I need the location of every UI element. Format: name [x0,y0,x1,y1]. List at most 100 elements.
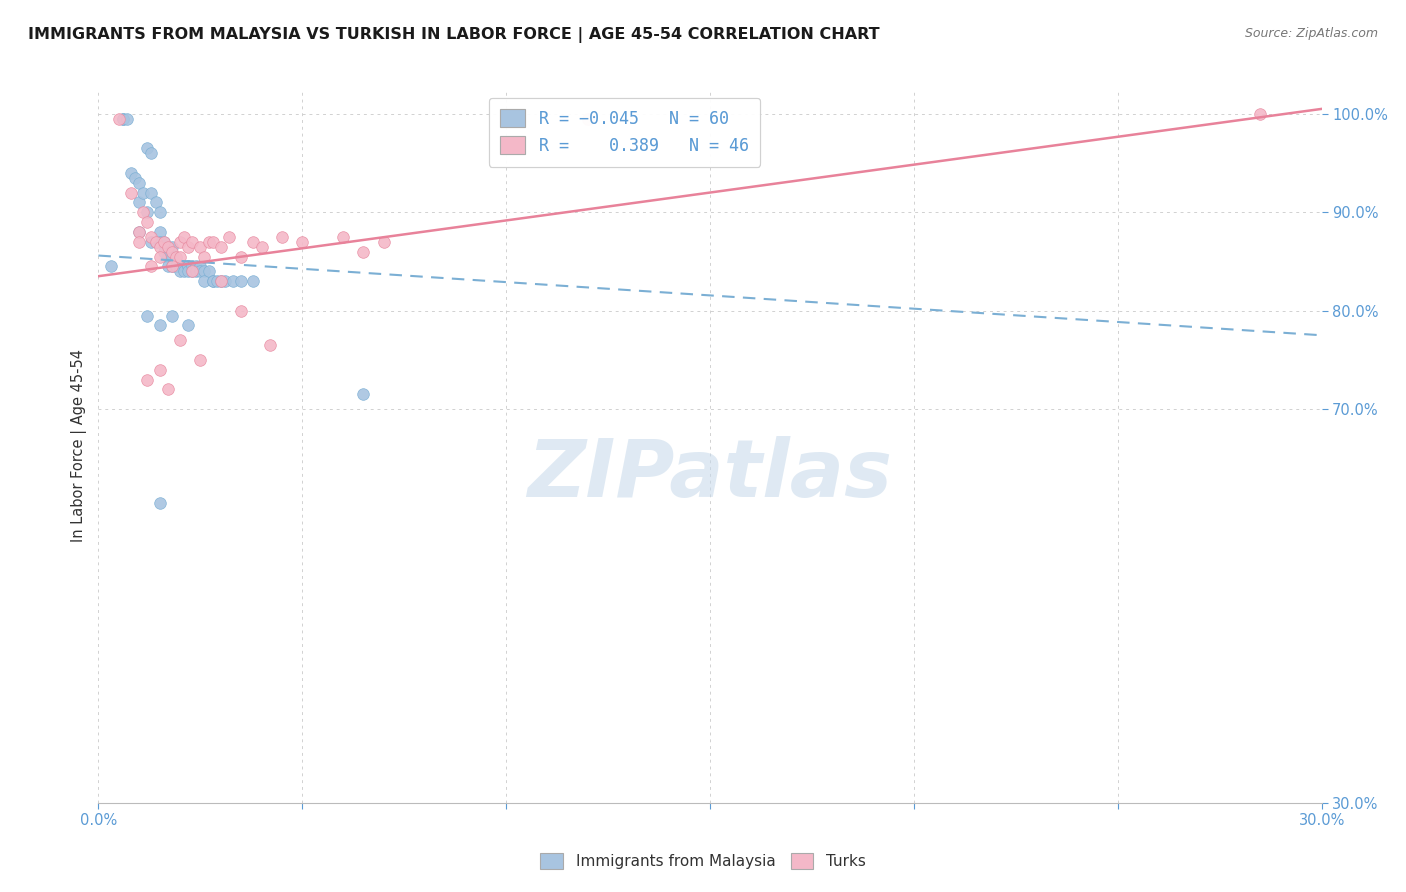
Point [197,235,219,249]
Point [141,146,163,161]
Point [149,225,172,239]
Point [201,274,224,288]
Point [242,274,264,288]
Point [201,274,224,288]
Point [141,230,163,244]
Point [149,362,172,376]
Point [576,112,599,126]
Point [149,495,172,509]
Point [160,250,183,264]
Point [108,112,131,126]
Point [136,215,159,229]
Point [214,274,236,288]
Point [209,274,232,288]
Point [120,186,142,200]
Point [132,186,155,200]
Point [141,186,163,200]
Point [242,235,264,249]
Point [173,264,195,278]
Point [177,240,200,254]
Point [169,235,191,249]
Point [100,260,122,274]
Point [141,235,163,249]
Point [188,260,212,274]
Point [259,338,281,352]
Point [193,250,215,264]
Point [156,250,179,264]
Point [136,309,159,323]
Point [141,260,163,274]
Point [136,141,159,155]
Point [169,333,191,347]
Point [149,250,172,264]
Point [332,230,354,244]
Point [193,274,215,288]
Point [169,250,191,264]
Text: ZIPatlas: ZIPatlas [527,435,893,514]
Point [145,235,167,249]
Point [188,240,212,254]
Point [201,235,224,249]
Point [111,112,134,126]
Point [222,274,245,288]
Point [160,309,183,323]
Point [373,235,395,249]
Point [218,230,240,244]
Point [250,240,273,254]
Point [197,264,219,278]
Point [120,166,142,180]
Point [181,264,204,278]
Point [186,260,208,274]
Point [115,112,138,126]
Text: Source: ZipAtlas.com: Source: ZipAtlas.com [1244,27,1378,40]
Point [152,235,174,249]
Point [173,260,195,274]
Point [160,260,183,274]
Legend: R = −0.045   N = 60, R =    0.389   N = 46: R = −0.045 N = 60, R = 0.389 N = 46 [488,97,761,167]
Point [177,318,200,333]
Text: IMMIGRANTS FROM MALAYSIA VS TURKISH IN LABOR FORCE | AGE 45-54 CORRELATION CHART: IMMIGRANTS FROM MALAYSIA VS TURKISH IN L… [28,27,880,43]
Point [352,387,374,401]
Point [132,205,155,219]
Point [165,260,187,274]
Point [165,260,187,274]
Point [270,230,294,244]
Point [231,250,253,264]
Point [193,264,215,278]
Point [149,235,172,249]
Point [128,235,150,249]
Point [160,244,183,259]
Point [128,195,150,210]
Point [156,240,179,254]
Point [188,352,212,367]
Point [156,260,179,274]
Point [205,274,228,288]
Point [177,260,200,274]
Point [291,235,314,249]
Point [149,240,172,254]
Point [152,235,174,249]
Point [145,235,167,249]
Point [160,260,183,274]
Point [156,383,179,397]
Point [209,240,232,254]
Point [352,244,374,259]
Point [111,112,134,126]
Point [173,230,195,244]
Point [186,264,208,278]
Point [149,318,172,333]
Point [128,225,150,239]
Point [169,264,191,278]
Point [169,260,191,274]
Point [128,176,150,190]
Point [149,205,172,219]
Point [169,260,191,274]
Point [231,274,253,288]
Point [181,235,204,249]
Y-axis label: In Labor Force | Age 45-54: In Labor Force | Age 45-54 [72,350,87,542]
Point [136,205,159,219]
Point [128,225,150,239]
Point [177,260,200,274]
Legend: Immigrants from Malaysia, Turks: Immigrants from Malaysia, Turks [534,847,872,875]
Point [181,264,204,278]
